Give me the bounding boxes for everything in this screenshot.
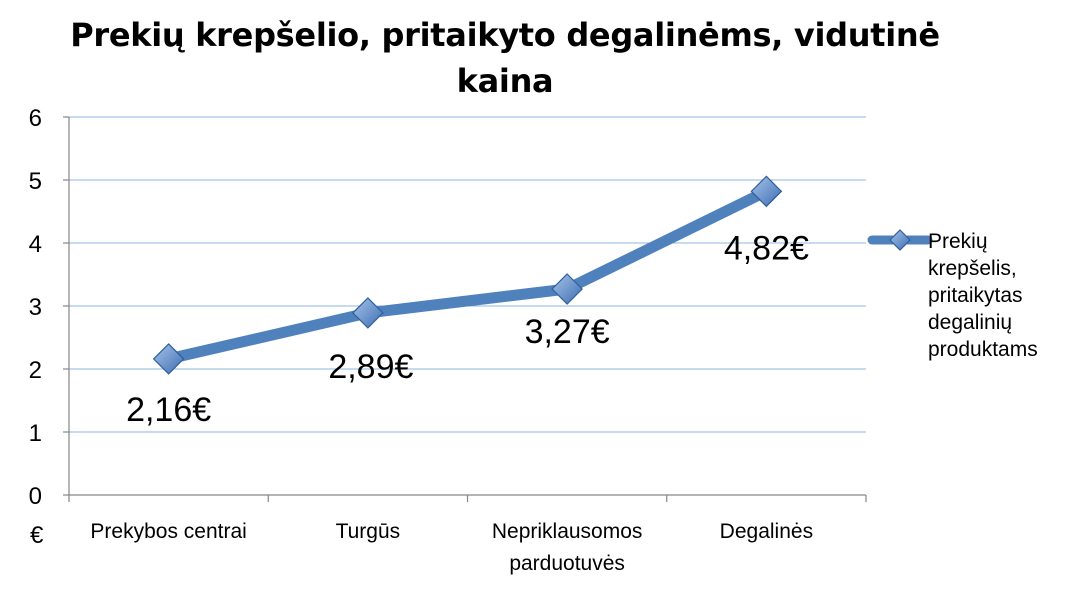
x-tick-label-line: parduotuvės — [509, 552, 625, 575]
x-tick-label: Degalinės — [720, 520, 813, 543]
legend-marker-swatch — [889, 229, 911, 251]
x-tick-labels: Prekybos centrai Turgūs Nepriklausomos pard… — [90, 520, 813, 575]
y-axis-unit: € — [30, 522, 44, 549]
data-labels: 2,16€ 2,89€ 3,27€ 4,82€ — [126, 229, 809, 429]
data-marker — [750, 175, 783, 208]
y-tick-label: 2 — [29, 357, 42, 384]
y-tick-label: 5 — [29, 168, 42, 195]
y-tick-label: 6 — [29, 105, 42, 132]
y-tick-label: 1 — [29, 420, 42, 447]
series-line-path — [163, 185, 772, 365]
x-tick-label-line: Turgūs — [336, 520, 401, 543]
gridlines — [69, 116, 866, 433]
data-label: 4,82€ — [724, 229, 809, 267]
y-tick-label: 3 — [29, 294, 42, 321]
y-tick-label: 0 — [29, 483, 42, 510]
data-label: 2,16€ — [126, 391, 211, 429]
axes — [63, 116, 867, 502]
x-tick-label: Prekybos centrai — [90, 520, 246, 543]
series-line — [163, 185, 772, 365]
chart-title: Prekių krepšelio, pritaikyto degalinėms,… — [70, 16, 940, 100]
x-tick-label-line: Degalinės — [720, 520, 813, 543]
data-markers — [152, 175, 783, 375]
data-marker — [551, 273, 583, 305]
x-tick-label-line: Nepriklausomos — [492, 520, 643, 543]
data-marker — [152, 343, 185, 375]
data-label: 2,89€ — [328, 348, 413, 386]
data-label: 3,27€ — [525, 313, 610, 351]
data-marker — [352, 297, 384, 329]
legend-key — [867, 229, 933, 251]
x-tick-label: Turgūs — [336, 520, 401, 543]
x-tick-label: Nepriklausomos parduotuvės — [492, 520, 643, 575]
x-tick-label-line: Prekybos centrai — [90, 520, 246, 543]
y-tick-label: 4 — [29, 231, 42, 258]
y-tick-labels: 0 1 2 3 4 5 6 — [29, 105, 42, 510]
legend-series-name: Prekių krepšelis, pritaikytas degalinių … — [928, 230, 1038, 361]
